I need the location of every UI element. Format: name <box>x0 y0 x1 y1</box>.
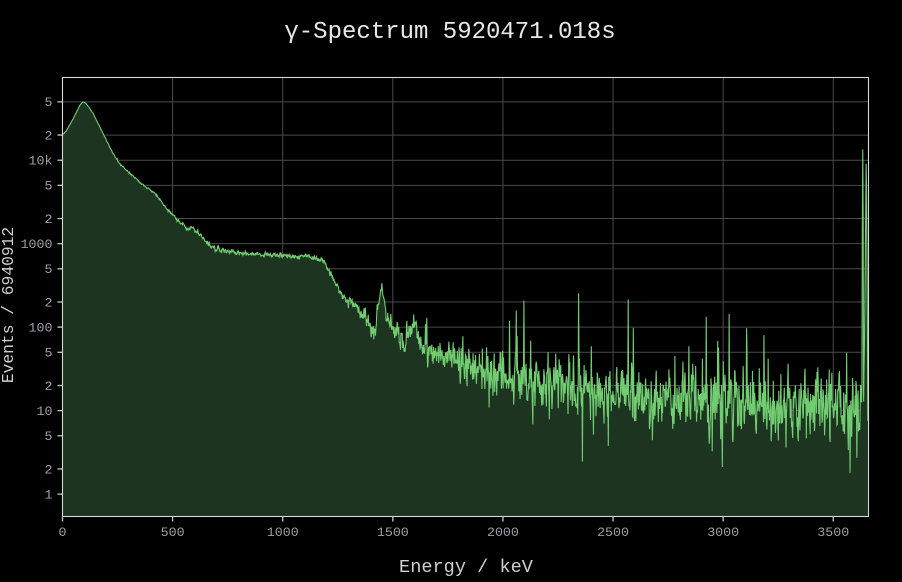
svg-text:2: 2 <box>45 379 53 394</box>
svg-text:1: 1 <box>45 487 53 502</box>
svg-text:100: 100 <box>29 320 53 335</box>
svg-text:5: 5 <box>45 346 53 361</box>
svg-text:3500: 3500 <box>817 525 849 540</box>
svg-text:1000: 1000 <box>267 525 299 540</box>
svg-text:5: 5 <box>45 429 53 444</box>
svg-text:2: 2 <box>45 128 53 143</box>
svg-text:2500: 2500 <box>597 525 629 540</box>
svg-text:10k: 10k <box>29 154 53 169</box>
svg-text:5: 5 <box>45 262 53 277</box>
svg-text:2: 2 <box>45 462 53 477</box>
svg-text:5: 5 <box>45 95 53 110</box>
svg-text:γ-Spectrum 5920471.018s: γ-Spectrum 5920471.018s <box>284 19 615 46</box>
svg-text:1000: 1000 <box>21 237 53 252</box>
svg-text:1500: 1500 <box>377 525 409 540</box>
svg-text:Events / 6940912: Events / 6940912 <box>0 227 18 383</box>
svg-text:3000: 3000 <box>707 525 739 540</box>
svg-text:Energy / keV: Energy / keV <box>399 557 534 578</box>
svg-text:0: 0 <box>59 525 67 540</box>
svg-text:500: 500 <box>161 525 185 540</box>
svg-text:2: 2 <box>45 295 53 310</box>
svg-text:2000: 2000 <box>487 525 519 540</box>
svg-text:10: 10 <box>37 404 53 419</box>
svg-text:2: 2 <box>45 212 53 227</box>
svg-text:5: 5 <box>45 179 53 194</box>
